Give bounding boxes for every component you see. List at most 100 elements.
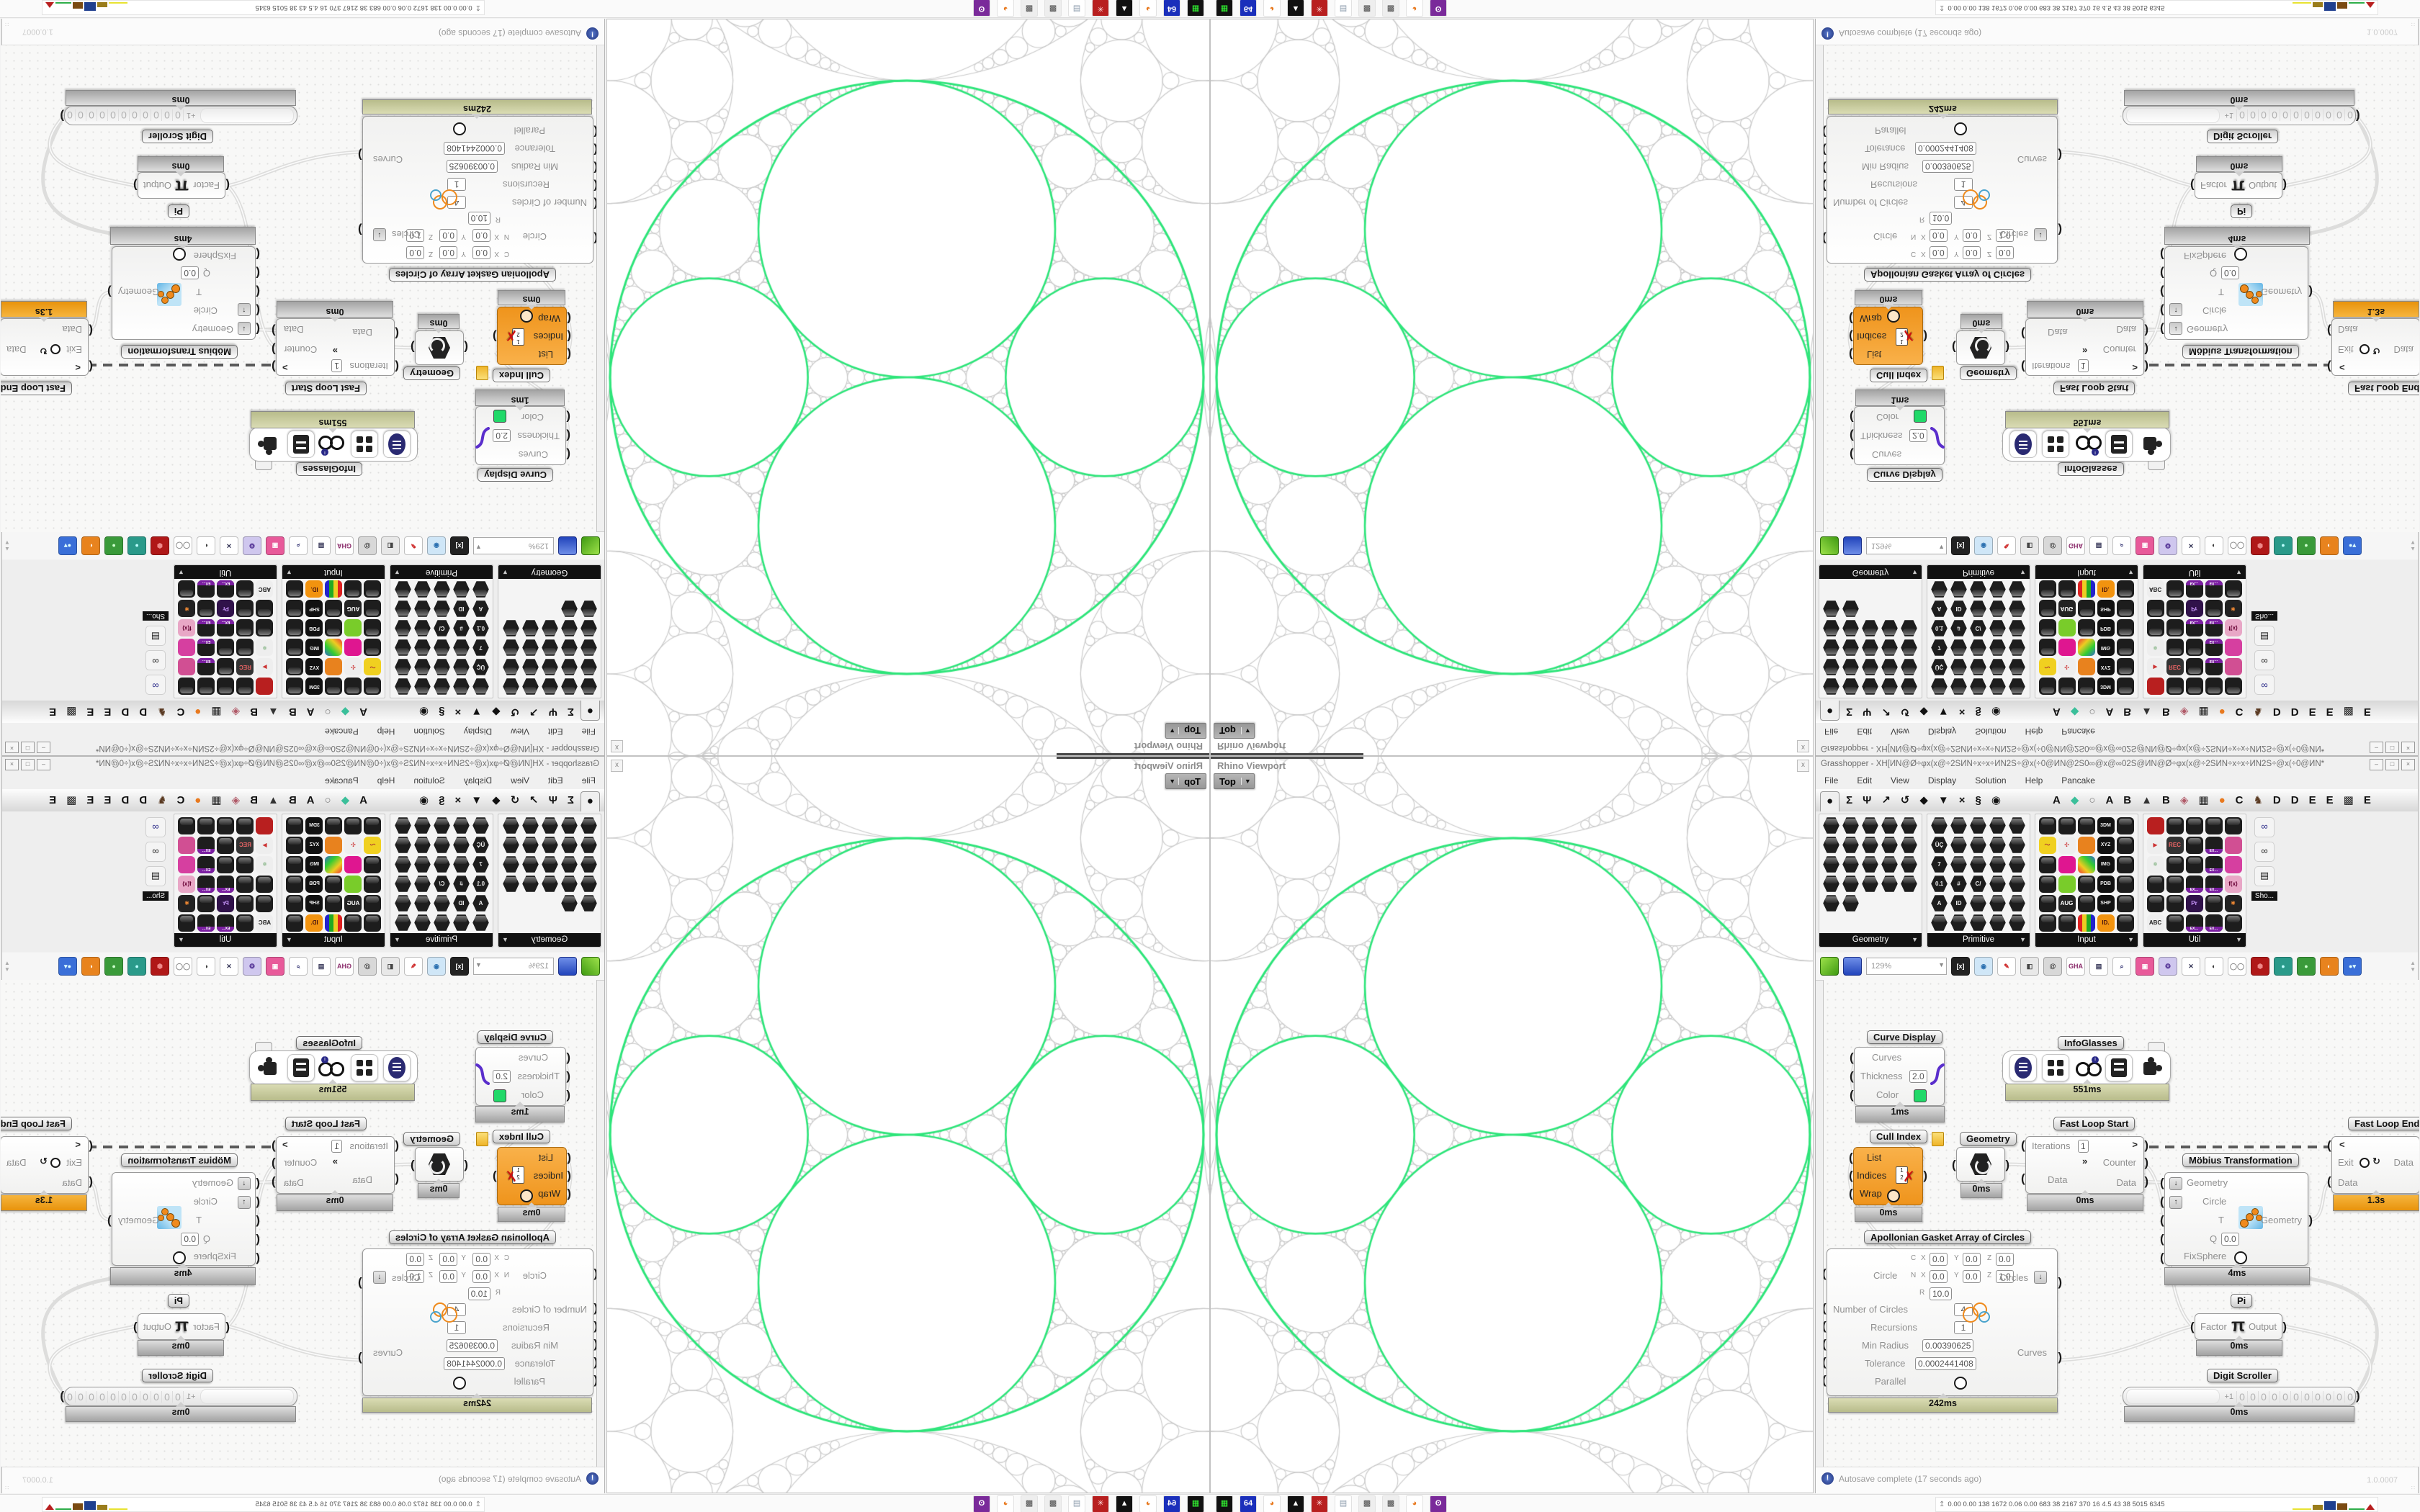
resize-grip[interactable]: ∷ xyxy=(5,1485,9,1491)
fast-loop-end-label[interactable]: Fast Loop End xyxy=(1,382,72,395)
palette-icon[interactable] xyxy=(395,581,412,598)
palette-icon[interactable] xyxy=(581,620,598,637)
scroller-digit[interactable]: 0 xyxy=(108,109,119,122)
q-value[interactable]: 0.0 xyxy=(2221,1233,2239,1246)
scroller-digit[interactable]: 0 xyxy=(2301,1390,2312,1403)
palette-icon[interactable] xyxy=(256,678,274,696)
taskbar-icon-maze-one[interactable]: ▩ xyxy=(1044,0,1062,17)
fast-loop-end-node[interactable]: ( ( ) < Exit ↻ Data Data xyxy=(1,318,93,376)
iterations-input[interactable]: Iterations xyxy=(2032,1140,2071,1151)
palette-icon[interactable]: 〜 xyxy=(2038,658,2056,676)
pi-node[interactable]: ( ) Factor π Output xyxy=(2190,1313,2287,1340)
category-tab-icon-4[interactable]: ↺ xyxy=(510,706,520,719)
category-tab-icon-9[interactable]: ◉ xyxy=(1991,793,2001,806)
plugin-tab-icon-1[interactable]: ◆ xyxy=(2070,706,2079,719)
palette-icon[interactable]: 0.1 xyxy=(1931,876,1948,892)
plugin-tab-icon-15[interactable]: E xyxy=(86,706,94,719)
counter-output[interactable]: Counter xyxy=(2102,344,2136,355)
scroller-digit[interactable]: 0 xyxy=(2236,109,2247,122)
palette-icon[interactable] xyxy=(542,856,559,873)
sphere-green-icon[interactable]: ● xyxy=(104,957,123,976)
scroller-digit[interactable]: 0 xyxy=(2269,109,2280,122)
palette-icon[interactable] xyxy=(325,619,343,637)
archive-icon[interactable] xyxy=(287,431,315,458)
mobius-label[interactable]: Möbius Transformation xyxy=(2182,1153,2299,1167)
plugin-tab-icon-13[interactable]: D xyxy=(2290,793,2299,806)
menu-help[interactable]: Help xyxy=(377,775,395,786)
palette-icon[interactable]: EX… xyxy=(217,580,235,598)
exit-input[interactable]: Exit xyxy=(2338,344,2354,355)
category-tab-icon-4[interactable]: ↺ xyxy=(1900,706,1910,719)
palette-icon[interactable] xyxy=(1950,678,1968,696)
palette-icon[interactable] xyxy=(414,659,431,676)
menu-solution[interactable]: Solution xyxy=(413,775,445,786)
door-icon[interactable]: ◧ xyxy=(381,957,400,976)
curves-input[interactable]: Curves xyxy=(1872,1052,1902,1063)
sphere-orange-icon[interactable]: ◐ xyxy=(2320,957,2339,976)
search-icon[interactable]: ⌕ xyxy=(289,536,308,555)
palette-icon[interactable] xyxy=(236,816,254,834)
palette-icon[interactable] xyxy=(453,817,470,834)
r-value[interactable]: 10.0 xyxy=(1930,1287,1953,1300)
graft-icon[interactable]: ↑ xyxy=(2169,1196,2182,1209)
scroller-digit[interactable]: 0 xyxy=(2247,109,2258,122)
fixsphere-input[interactable]: FixSphere xyxy=(193,251,236,261)
palette-icon[interactable] xyxy=(178,914,196,932)
plugin-tab-icon-15[interactable]: E xyxy=(86,793,94,806)
fixsphere-input[interactable]: FixSphere xyxy=(2184,1251,2227,1261)
palette-footer-primitive[interactable]: Primitive ▼ xyxy=(1927,565,2030,579)
plugin-tab-icon-3[interactable]: A xyxy=(2105,706,2114,719)
palette-icon[interactable]: ✱ xyxy=(178,600,196,618)
search-icon[interactable]: ⌕ xyxy=(289,957,308,976)
taskbar-icon-notepad[interactable]: ▤ xyxy=(1335,1495,1352,1512)
data-output[interactable]: Data xyxy=(2393,344,2414,355)
palette-icon[interactable] xyxy=(286,619,304,637)
taskbar-icon-maze-two[interactable]: ▩ xyxy=(1382,0,1399,17)
palette-icon[interactable] xyxy=(503,856,520,873)
category-tab-icon-7[interactable]: × xyxy=(454,706,462,719)
palette-icon[interactable] xyxy=(2116,678,2134,696)
plugin-tab-icon-1[interactable]: ◆ xyxy=(2070,793,2079,806)
mobius-label[interactable]: Möbius Transformation xyxy=(121,345,238,359)
palette-icon[interactable] xyxy=(2166,639,2184,657)
palette-icon[interactable] xyxy=(2009,581,2026,598)
palette-icon[interactable]: EX… xyxy=(197,619,215,637)
fast-loop-start-label[interactable]: Fast Loop Start xyxy=(284,382,367,395)
palette-icon[interactable] xyxy=(522,678,539,696)
palette-icon[interactable]: EX… xyxy=(217,875,235,893)
n-y-value[interactable]: 0.0 xyxy=(439,1270,457,1283)
goggles-badge-icon[interactable]: ∞ xyxy=(2254,675,2275,695)
category-tab-icon-9[interactable]: ◉ xyxy=(419,706,429,719)
palette-icon[interactable] xyxy=(1970,914,1986,931)
palette-icon[interactable] xyxy=(1970,639,1987,657)
t-input[interactable]: T xyxy=(2218,287,2224,297)
viewport-view-label[interactable]: Top xyxy=(1184,775,1201,787)
palette-icon[interactable] xyxy=(542,678,559,696)
data-output[interactable]: Data xyxy=(6,344,27,355)
palette-icon[interactable] xyxy=(2116,816,2134,834)
preview-spheres-icon[interactable]: ◐ xyxy=(2205,536,2223,555)
palette-icon[interactable]: XYZ xyxy=(305,658,323,676)
find-page-icon[interactable]: ▤ xyxy=(312,957,331,976)
palette-icon[interactable] xyxy=(561,620,578,637)
taskbar-icon-notepad[interactable]: ▤ xyxy=(1068,0,1085,17)
palette-footer-input[interactable]: Input ▼ xyxy=(282,565,385,579)
zoom-level-combobox[interactable]: 129% ▼ xyxy=(1866,958,1947,975)
category-tab-icon-6[interactable]: ▼ xyxy=(1937,706,1949,719)
plugin-tab-icon-17[interactable]: E xyxy=(49,793,57,806)
palette-icon[interactable] xyxy=(2077,875,2095,893)
palette-icon[interactable]: f(x) xyxy=(2224,619,2242,637)
palette-icon[interactable]: EX… xyxy=(197,914,215,932)
palette-icon[interactable] xyxy=(2077,600,2095,618)
preview-wire-icon[interactable]: ◯◯ xyxy=(2228,957,2246,976)
goggles-badge-icon[interactable]: ∞ xyxy=(145,817,166,837)
palette-icon[interactable] xyxy=(1881,639,1899,657)
door-icon[interactable]: ◧ xyxy=(381,536,400,555)
apollonian-node[interactable]: ( ( ( ( ( ( ) ) C X 0.0 Y 0.0 Z 0.0 Circ… xyxy=(358,116,597,264)
viewport-view-label[interactable]: Top xyxy=(1184,725,1201,737)
apollonian-label[interactable]: Apollonian Gasket Array of Circles xyxy=(1864,1230,2032,1244)
list-input[interactable]: List xyxy=(1867,349,1882,360)
thickness-input[interactable]: Thickness xyxy=(517,1071,560,1081)
thickness-value[interactable]: 2.0 xyxy=(493,1070,511,1083)
plugin-tab-icon-8[interactable]: ▦ xyxy=(211,706,222,719)
